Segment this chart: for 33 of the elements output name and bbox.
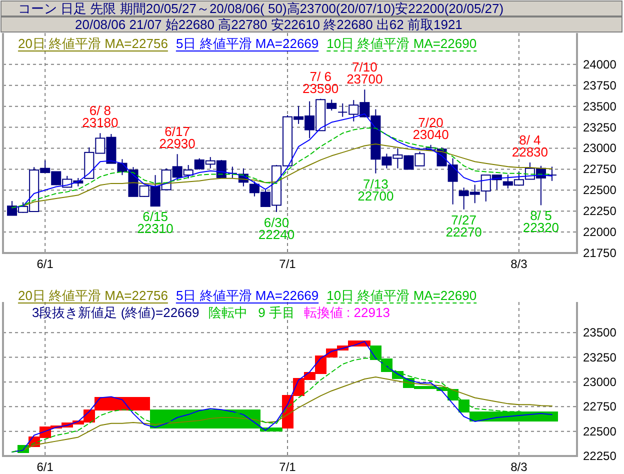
annotation: 3段抜き新値足 (終値)=22669: [32, 305, 200, 320]
legend-label: 20日 終値平滑 MA=22756: [18, 36, 168, 51]
legend-label: 5日 終値平滑 MA=22669: [176, 36, 319, 51]
legend-label: 5日 終値平滑 MA=22669: [176, 288, 319, 303]
legend-label: 10日 終値平滑 MA=22690: [326, 288, 477, 303]
legend-label: 10日 終値平滑 MA=22690: [326, 36, 477, 51]
title: コーン 日足 先限 期間20/05/27～20/08/06( 50)高23700(20/07/10)安22200(20/05/27): [18, 1, 504, 16]
y-tick-label: 21750: [583, 246, 616, 260]
y-tick-label: 23000: [583, 374, 616, 389]
x-tick-label: 8/3: [510, 460, 528, 474]
y-tick-label: 22750: [583, 162, 616, 176]
y-tick-label: 22000: [583, 225, 616, 240]
annotation: 陰転中 9 手目: [208, 305, 295, 320]
y-tick-label: 23500: [583, 326, 616, 340]
annotation: 転換値 : 22913: [304, 305, 390, 320]
x-tick-label: 7/1: [279, 460, 296, 474]
y-tick-label: 23000: [583, 141, 616, 156]
subtitle: 20/08/06 21/07 始22680 高22780 安22610 終22680 出62 前取1921: [75, 17, 462, 32]
y-tick-label: 23750: [583, 78, 616, 92]
y-tick-label: 22500: [583, 183, 616, 198]
y-tick-label: 23250: [583, 120, 616, 134]
x-tick-label: 8/3: [510, 257, 528, 271]
x-tick-label: 6/1: [36, 460, 54, 474]
y-tick-label: 22750: [583, 400, 616, 414]
y-tick-label: 23500: [583, 99, 616, 114]
x-tick-label: 6/1: [36, 257, 54, 271]
y-tick-label: 23250: [583, 350, 616, 364]
legend-label: 20日 終値平滑 MA=22756: [18, 288, 168, 303]
y-tick-label: 22250: [583, 449, 616, 463]
y-tick-label: 22500: [583, 424, 616, 438]
y-tick-label: 24000: [583, 57, 616, 72]
y-tick-label: 22250: [583, 204, 616, 218]
x-tick-label: 7/1: [279, 257, 296, 271]
